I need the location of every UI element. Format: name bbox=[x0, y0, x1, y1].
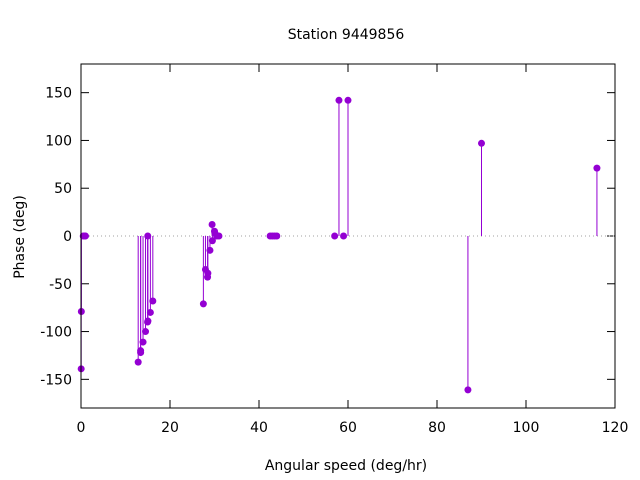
x-tick-label: 120 bbox=[602, 420, 629, 436]
data-point bbox=[134, 358, 142, 366]
x-tick-label: 80 bbox=[428, 420, 446, 436]
y-tick-label: 150 bbox=[45, 86, 72, 102]
y-tick-label: -150 bbox=[40, 372, 72, 388]
data-point bbox=[144, 232, 152, 240]
plot-frame bbox=[80, 63, 616, 409]
data-point bbox=[331, 232, 339, 240]
data-point bbox=[199, 300, 207, 308]
data-point bbox=[208, 221, 216, 229]
series-points bbox=[77, 96, 601, 394]
data-point bbox=[344, 96, 352, 104]
data-point bbox=[340, 232, 348, 240]
data-point bbox=[142, 328, 150, 336]
data-point bbox=[81, 232, 89, 240]
data-point bbox=[478, 139, 485, 147]
data-point bbox=[137, 347, 145, 355]
series-impulses bbox=[80, 100, 598, 390]
data-point bbox=[146, 308, 154, 316]
x-tick-label: 20 bbox=[161, 420, 179, 436]
data-point bbox=[273, 232, 281, 240]
data-point bbox=[149, 297, 157, 305]
chart-title: Station 9449856 bbox=[288, 27, 405, 43]
x-axis-label: Angular speed (deg/hr) bbox=[265, 458, 427, 474]
x-tick-label: 0 bbox=[77, 420, 86, 436]
data-point bbox=[215, 232, 223, 240]
data-point bbox=[335, 96, 343, 104]
x-tick-label: 60 bbox=[339, 420, 357, 436]
y-tick-label: -50 bbox=[49, 277, 72, 293]
x-tick-label: 40 bbox=[250, 420, 268, 436]
data-point bbox=[139, 338, 147, 346]
x-tick-label: 100 bbox=[513, 420, 540, 436]
data-point bbox=[593, 164, 601, 172]
y-axis: -150 -100 -50 0 50 100 150 bbox=[40, 86, 615, 388]
y-tick-label: 100 bbox=[45, 133, 72, 149]
y-tick-label: 50 bbox=[54, 181, 72, 197]
y-tick-label: -100 bbox=[40, 325, 72, 341]
data-point bbox=[204, 269, 212, 277]
y-tick-label: 0 bbox=[63, 229, 72, 245]
data-point bbox=[464, 386, 472, 394]
y-axis-label: Phase (deg) bbox=[12, 195, 28, 279]
data-point bbox=[208, 237, 216, 245]
data-point bbox=[144, 317, 152, 325]
x-axis: 0 20 40 60 80 100 120 bbox=[77, 64, 629, 436]
data-point bbox=[206, 246, 214, 254]
